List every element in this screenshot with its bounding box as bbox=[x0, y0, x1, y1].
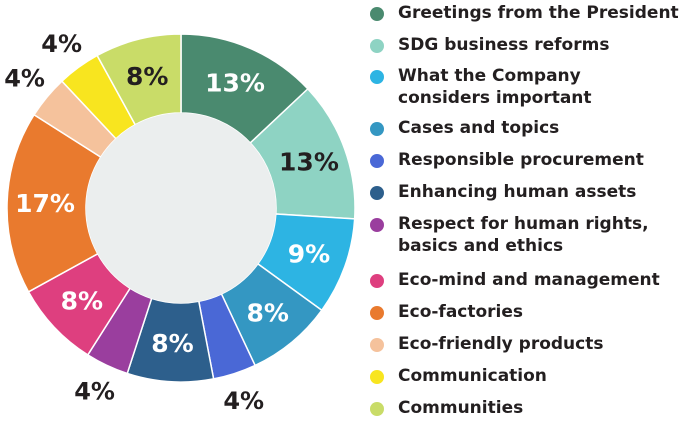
legend-item: Greetings from the President bbox=[370, 2, 690, 24]
legend-item: SDG business reforms bbox=[370, 34, 690, 56]
legend-item: What the Company considers important bbox=[370, 65, 690, 109]
legend-swatch bbox=[370, 306, 384, 320]
legend-label: Eco-factories bbox=[398, 302, 524, 322]
legend-swatch bbox=[370, 338, 384, 352]
legend-swatch bbox=[370, 154, 384, 168]
legend-label: Respect for human rights, basics and eth… bbox=[398, 214, 649, 256]
legend-item: Responsible procurement bbox=[370, 149, 690, 171]
legend-swatch bbox=[370, 7, 384, 21]
slice-label-9: 4% bbox=[4, 65, 45, 93]
donut-chart: 13%13%9%8%4%8%4%8%17%4%4%8% bbox=[4, 30, 356, 415]
legend-item: Eco-mind and management bbox=[370, 269, 690, 291]
legend-swatch bbox=[370, 370, 384, 384]
slice-label-11: 8% bbox=[126, 62, 168, 91]
legend-label: Greetings from the President bbox=[398, 3, 679, 23]
legend-item: Eco-friendly products bbox=[370, 333, 690, 355]
slice-label-2: 9% bbox=[288, 240, 330, 269]
legend-item: Enhancing human assets bbox=[370, 181, 690, 203]
slice-label-4: 4% bbox=[223, 387, 264, 415]
legend-item: Communities bbox=[370, 397, 690, 419]
slice-label-7: 8% bbox=[61, 287, 103, 316]
slice-label-6: 4% bbox=[74, 378, 115, 406]
legend-swatch bbox=[370, 39, 384, 53]
legend-label: Eco-friendly products bbox=[398, 334, 604, 354]
legend-item: Respect for human rights, basics and eth… bbox=[370, 213, 690, 257]
legend-label: What the Company considers important bbox=[398, 66, 592, 108]
legend-swatch bbox=[370, 186, 384, 200]
legend-label: Eco-mind and management bbox=[398, 270, 660, 290]
legend-swatch bbox=[370, 218, 384, 232]
legend-swatch bbox=[370, 122, 384, 136]
slice-label-3: 8% bbox=[246, 298, 288, 327]
slice-label-1: 13% bbox=[279, 147, 339, 176]
donut-center bbox=[86, 113, 276, 303]
legend-label: Responsible procurement bbox=[398, 150, 644, 170]
legend-swatch bbox=[370, 402, 384, 416]
legend-item: Communication bbox=[370, 365, 690, 387]
legend-item: Eco-factories bbox=[370, 301, 690, 323]
legend-swatch bbox=[370, 70, 384, 84]
legend-label: SDG business reforms bbox=[398, 35, 610, 55]
slice-label-10: 4% bbox=[41, 30, 82, 58]
slice-label-8: 17% bbox=[15, 189, 75, 218]
legend-label: Communities bbox=[398, 398, 524, 418]
legend-label: Cases and topics bbox=[398, 118, 560, 138]
legend-item: Cases and topics bbox=[370, 117, 690, 139]
slice-label-5: 8% bbox=[151, 329, 193, 358]
slice-label-0: 13% bbox=[205, 69, 265, 98]
legend-swatch bbox=[370, 274, 384, 288]
legend-label: Communication bbox=[398, 366, 547, 386]
legend-label: Enhancing human assets bbox=[398, 182, 637, 202]
